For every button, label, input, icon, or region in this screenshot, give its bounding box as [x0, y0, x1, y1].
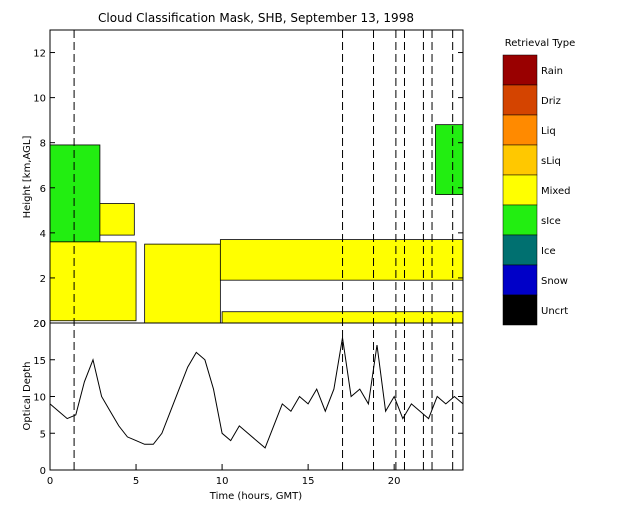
- od-y-tick-label: 5: [40, 429, 46, 440]
- od-plot-background: [50, 323, 463, 470]
- od-y-tick-label: 0: [40, 466, 46, 477]
- legend-swatch-sliq: [502, 144, 538, 176]
- legend-swatch-mixed: [502, 174, 538, 206]
- mask-y-tick-label: 0: [40, 319, 46, 330]
- mask-regions: [49, 124, 464, 324]
- legend-swatch-snow: [502, 264, 538, 296]
- cloud-region-mixed-4: [144, 243, 221, 324]
- legend-label-mixed: Mixed: [541, 186, 571, 197]
- legend-label-sliq: sLiq: [541, 156, 561, 167]
- x-tick-label: 5: [133, 476, 139, 487]
- x-tick-label: 0: [47, 476, 53, 487]
- cloud-region-sice-1: [435, 124, 464, 195]
- mask-y-ticks: 0 2 4 6 8 10 12: [33, 49, 463, 330]
- legend-swatch-sice: [502, 204, 538, 236]
- mask-panel: 0 2 4 6 8 10 12 Height [km,AGL]: [22, 29, 464, 330]
- legend-label-rain: Rain: [541, 66, 563, 77]
- legend-swatch-ice: [502, 234, 538, 266]
- od-y-axis-label: Optical Depth: [22, 362, 33, 431]
- mask-y-tick-label: 10: [33, 94, 46, 105]
- legend-items: Rain Driz Liq sLiq Mixed sIce Ice Snow Uncrt: [502, 54, 571, 326]
- od-plot-frame: [49, 322, 464, 471]
- x-axis-label: Time (hours, GMT): [209, 491, 303, 502]
- cloud-region-mixed-3: [99, 203, 135, 236]
- x-tick-label: 10: [216, 476, 229, 487]
- optical-depth-line: [49, 337, 464, 449]
- cloud-region-mixed-2: [49, 241, 137, 322]
- legend-label-uncrt: Uncrt: [541, 306, 568, 317]
- mask-y-tick-label: 12: [33, 49, 46, 60]
- x-tick-label: 20: [388, 476, 401, 487]
- od-y-tick-label: 10: [33, 393, 46, 404]
- legend-label-liq: Liq: [541, 126, 556, 137]
- legend-title: Retrieval Type: [505, 38, 576, 49]
- legend-label-ice: Ice: [541, 246, 556, 257]
- legend-label-snow: Snow: [541, 276, 568, 287]
- legend-swatch-uncrt: [502, 294, 538, 326]
- mask-y-tick-label: 6: [40, 184, 46, 195]
- dashed-time-markers: [73, 30, 454, 470]
- cloud-region-mixed-5: [219, 239, 464, 281]
- legend-label-sice: sIce: [541, 216, 561, 227]
- legend-label-driz: Driz: [541, 96, 561, 107]
- mask-y-tick-label: 4: [40, 229, 46, 240]
- legend-swatch-liq: [502, 114, 538, 146]
- cloud-region-sice-0: [49, 144, 101, 243]
- mask-y-axis-label: Height [km,AGL]: [22, 136, 33, 219]
- x-tick-label: 15: [302, 476, 315, 487]
- legend: Retrieval Type Rain Driz Liq sLiq Mixed sIce I…: [502, 38, 576, 326]
- mask-y-tick-label: 2: [40, 274, 46, 285]
- legend-swatch-driz: [502, 84, 538, 116]
- chart-title: Cloud Classification Mask, SHB, Septembe…: [98, 11, 414, 25]
- od-y-tick-label: 20: [33, 319, 46, 330]
- legend-swatch-rain: [502, 54, 538, 86]
- od-y-tick-label: 15: [33, 356, 46, 367]
- mask-y-tick-label: 8: [40, 139, 46, 150]
